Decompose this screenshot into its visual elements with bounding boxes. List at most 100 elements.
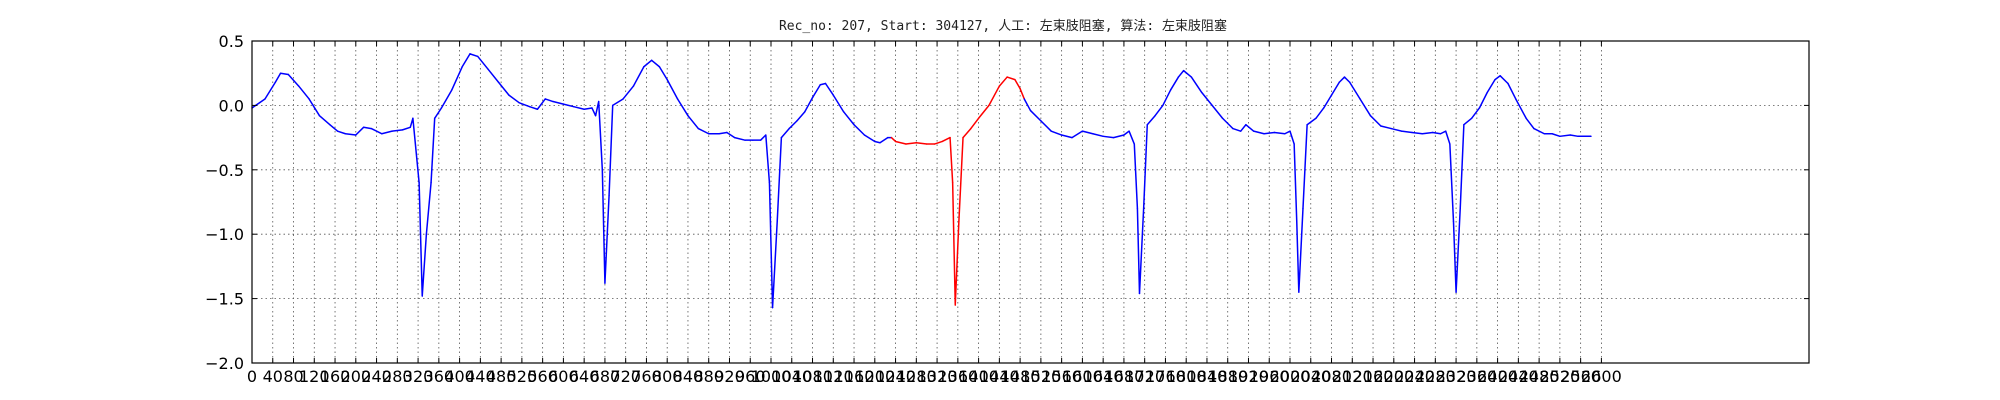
data-point — [279, 72, 282, 74]
x-tick-label: 1560 — [1041, 367, 1082, 386]
x-tick-label: 960 — [735, 367, 766, 386]
x-tick-label: 1600 — [1062, 367, 1103, 386]
y-tick-label: 0.0 — [219, 96, 244, 115]
x-tick-label: 1640 — [1083, 367, 1124, 386]
chart-title: Rec_no: 207, Start: 304127, 人工: 左束肢阻塞, 算… — [779, 18, 1227, 34]
x-tick-label: 1920 — [1228, 367, 1269, 386]
data-point — [958, 220, 960, 223]
x-tick-label: 360 — [424, 367, 455, 386]
data-point — [998, 85, 1001, 87]
data-point — [926, 143, 928, 145]
y-tick-label: 0.5 — [219, 32, 244, 51]
x-tick-label: 1520 — [1021, 367, 1062, 386]
data-point — [1533, 127, 1535, 130]
data-point — [573, 105, 575, 108]
data-point — [1252, 130, 1255, 132]
x-tick-label: 1280 — [896, 367, 937, 386]
x-tick-label: 880 — [693, 367, 724, 386]
data-point — [658, 66, 661, 68]
x-tick-label: 2120 — [1332, 367, 1373, 386]
data-point — [536, 108, 539, 110]
data-point — [1449, 143, 1451, 145]
data-point — [643, 66, 645, 68]
x-tick-label: 2160 — [1353, 367, 1394, 386]
y-axis: 0.5 0.0 −0.5 −1.0 −1.5 −2.0 — [205, 32, 1809, 373]
data-point — [318, 115, 321, 117]
data-point — [329, 124, 331, 126]
data-point — [1590, 135, 1592, 138]
x-tick-label: 2440 — [1498, 367, 1539, 386]
data-point — [1369, 115, 1372, 117]
x-tick-label: 2000 — [1270, 367, 1311, 386]
data-point — [597, 100, 600, 103]
x-tick-label: 640 — [569, 367, 600, 386]
x-tick-label: 1040 — [771, 367, 812, 386]
x-tick-label: 1080 — [792, 367, 833, 386]
data-point — [591, 107, 593, 109]
data-point — [1177, 76, 1180, 78]
data-point — [1050, 130, 1052, 132]
grid-lines — [252, 41, 1809, 363]
data-point — [887, 136, 889, 139]
data-point — [894, 140, 897, 143]
data-point — [528, 105, 531, 108]
data-point — [780, 136, 783, 139]
data-point — [497, 81, 500, 83]
data-point — [355, 134, 357, 136]
data-point — [744, 139, 746, 141]
x-tick-label: 2480 — [1519, 367, 1560, 386]
x-tick-label: 840 — [673, 367, 704, 386]
series-segment — [251, 53, 893, 309]
data-point — [1445, 130, 1447, 132]
data-point — [274, 81, 277, 83]
data-point — [604, 282, 606, 284]
data-point — [1060, 134, 1063, 136]
data-point — [1102, 135, 1104, 138]
data-point — [949, 136, 951, 139]
data-point — [1306, 124, 1308, 126]
data-point — [1494, 78, 1496, 81]
x-tick-label: 440 — [465, 367, 496, 386]
data-point — [1133, 143, 1136, 145]
data-point — [608, 194, 610, 197]
series-line — [1023, 69, 1592, 295]
data-point — [425, 233, 428, 235]
data-point — [874, 140, 876, 143]
data-point — [1452, 220, 1455, 223]
data-point — [1029, 109, 1032, 112]
x-tick-label: 2200 — [1373, 367, 1414, 386]
data-point — [759, 139, 762, 141]
data-point — [1123, 134, 1125, 136]
data-point — [1273, 131, 1276, 134]
x-tick-label: 120 — [299, 367, 330, 386]
x-tick-label: 1840 — [1187, 367, 1228, 386]
x-tick-label: 1680 — [1104, 367, 1145, 386]
data-point — [733, 136, 736, 139]
data-point — [612, 104, 614, 107]
data-point — [708, 133, 710, 135]
data-point — [1463, 124, 1465, 126]
data-point — [461, 66, 463, 68]
data-point — [508, 94, 510, 96]
data-point — [666, 78, 668, 81]
data-point — [1014, 78, 1016, 81]
data-point — [1023, 98, 1025, 100]
data-point — [418, 181, 420, 184]
data-point — [853, 124, 855, 126]
data-point — [718, 133, 720, 135]
data-point — [430, 181, 432, 184]
data-point — [370, 127, 373, 130]
data-point — [1551, 133, 1553, 135]
data-point — [1525, 117, 1527, 119]
data-point — [1138, 292, 1141, 295]
data-point — [1348, 81, 1351, 83]
data-point — [1486, 91, 1488, 94]
data-point — [1478, 107, 1481, 109]
series-segment — [1023, 69, 1592, 295]
data-point — [409, 126, 411, 128]
data-point — [842, 111, 845, 113]
data-point — [381, 133, 383, 135]
data-point — [1499, 75, 1501, 77]
x-tick-label: 2040 — [1290, 367, 1331, 386]
data-point — [1515, 98, 1517, 100]
